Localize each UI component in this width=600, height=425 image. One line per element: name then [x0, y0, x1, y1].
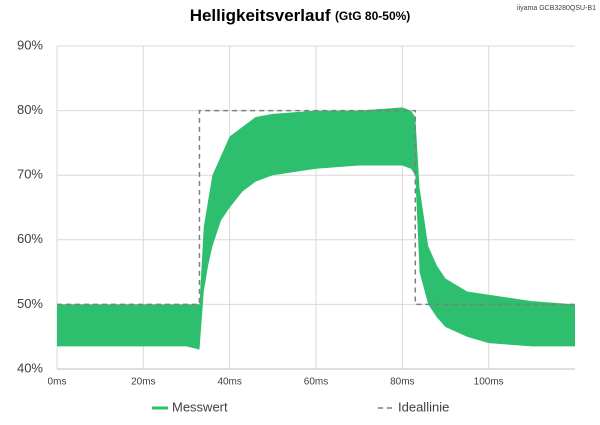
chart-title-group: Helligkeitsverlauf (GtG 80-50%)	[190, 6, 411, 25]
y-tick-label: 60%	[17, 231, 43, 246]
y-tick-label: 90%	[17, 37, 43, 52]
y-tick-label: 40%	[17, 360, 43, 375]
chart-subtitle: (GtG 80-50%)	[335, 9, 410, 23]
measurement-band	[57, 107, 575, 350]
annotation: iiyama GCB3280QSU-B1	[517, 5, 596, 12]
y-tick-label: 50%	[17, 296, 43, 311]
legend-label: Ideallinie	[398, 399, 449, 414]
x-tick-label: 60ms	[304, 377, 328, 388]
ideal-line	[57, 109, 575, 306]
y-tick-label: 70%	[17, 167, 43, 182]
x-tick-label: 0ms	[48, 377, 67, 388]
x-tick-label: 100ms	[474, 377, 504, 388]
x-tick-label: 40ms	[217, 377, 241, 388]
x-tick-label: 80ms	[390, 377, 414, 388]
legend-label: Messwert	[172, 399, 228, 414]
chart-title: Helligkeitsverlauf	[190, 6, 331, 25]
x-tick-label: 20ms	[131, 377, 155, 388]
y-tick-label: 80%	[17, 102, 43, 117]
